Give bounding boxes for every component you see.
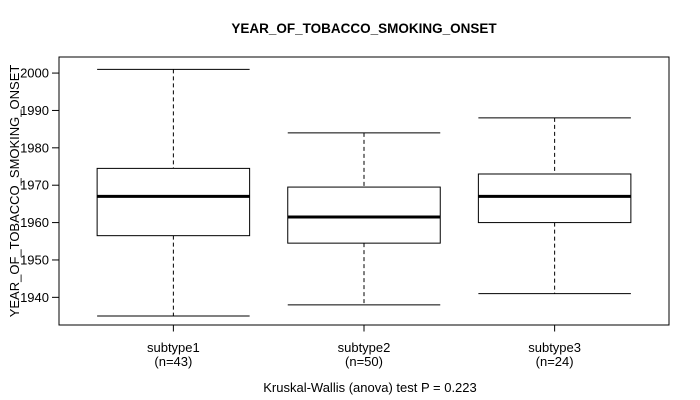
iqr-box-subtype1 [96,167,251,237]
y-tick-label: 1990 [20,103,49,118]
category-sublabel-subtype2: (n=50) [345,354,383,369]
category-label-subtype2: subtype2 [338,340,391,355]
y-tick-label: 1940 [20,290,49,305]
y-axis-label: YEAR_OF_TOBACCO_SMOKING_ONSET [7,65,22,318]
category-label-subtype1: subtype1 [147,340,200,355]
y-tick-label: 1960 [20,215,49,230]
iqr-box-subtype2 [287,186,441,244]
y-tick-label: 2000 [20,66,49,81]
y-tick-label: 1970 [20,178,49,193]
iqr-box-subtype3 [477,173,632,224]
category-label-subtype3: subtype3 [528,340,581,355]
category-sublabel-subtype1: (n=43) [154,354,192,369]
y-tick-label: 1950 [20,252,49,267]
category-sublabel-subtype3: (n=24) [536,354,574,369]
chart-title: YEAR_OF_TOBACCO_SMOKING_ONSET [231,21,497,36]
stat-test-caption: Kruskal-Wallis (anova) test P = 0.223 [263,380,477,395]
y-tick-label: 1980 [20,140,49,155]
plot-area: 1940 1950 1960 1970 1980 1990 2000 subtype1(n=4… [20,56,670,369]
